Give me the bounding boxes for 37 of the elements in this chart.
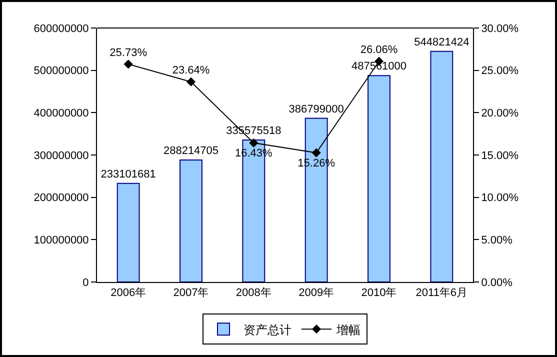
legend-label: 增幅 — [336, 322, 360, 337]
y2-tick-label: 20.00% — [481, 108, 519, 120]
y-tick-label: 600000000 — [34, 22, 89, 35]
data-label: 386799000 — [288, 103, 344, 116]
y-tick-label: 300000000 — [34, 150, 89, 162]
data-label: 288214705 — [163, 144, 219, 157]
point — [249, 138, 258, 148]
x-tick-label: 2011年6月 — [416, 287, 468, 300]
data-label: 23.64% — [172, 64, 210, 77]
bar — [116, 182, 140, 282]
y2-tick-label: 25.00% — [481, 65, 519, 78]
x-tick-label: 2010年 — [361, 287, 397, 300]
x-tick-label: 2006年 — [110, 287, 146, 300]
y2-tick-label: 5.00% — [481, 234, 513, 247]
y2-tick-label: 30.00% — [481, 22, 519, 35]
bar — [180, 159, 202, 282]
data-label: 544821424 — [414, 36, 470, 48]
point — [186, 77, 196, 86]
data-label: 25.73% — [110, 47, 148, 60]
legend-label: 资产总计 — [244, 322, 292, 337]
y-tick-label: 0 — [82, 276, 89, 289]
y-tick-label: 500000000 — [34, 65, 89, 78]
data-label: 233101681 — [100, 168, 156, 180]
bar — [368, 75, 390, 282]
y-tick-label: 100000000 — [34, 234, 89, 247]
y-tick-label: 200000000 — [34, 192, 89, 204]
x-tick-label: 2009年 — [298, 287, 334, 300]
x-tick-label: 2008年 — [236, 287, 272, 300]
y2-tick-label: 15.00% — [481, 150, 519, 162]
data-label: 26.06% — [360, 44, 398, 56]
y2-tick-label: 0.00% — [481, 276, 513, 289]
point — [124, 60, 133, 69]
y2-tick-label: 10.00% — [481, 192, 519, 204]
x-tick-label: 2007年 — [173, 287, 209, 300]
y-tick-label: 400000000 — [34, 108, 89, 120]
bar — [430, 50, 454, 282]
point — [312, 148, 321, 158]
